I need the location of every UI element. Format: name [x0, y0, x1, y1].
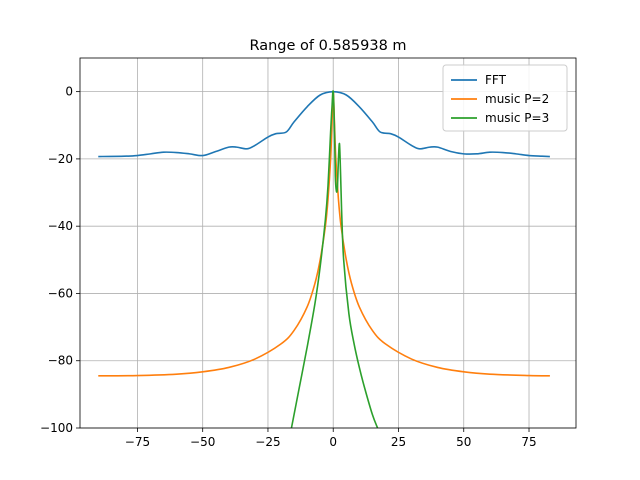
legend: FFT music P=2 music P=3	[442, 64, 568, 132]
axes-frame	[79, 57, 577, 429]
x-tick-label: −75	[125, 435, 150, 449]
legend-label-music-p-2: music P=2	[485, 92, 549, 106]
y-tick-label: −20	[48, 152, 73, 166]
x-tick-label: 25	[391, 435, 406, 449]
series-line-music-p-3	[290, 90, 379, 428]
y-tick-label: −100	[40, 421, 73, 435]
x-tick-label: 75	[521, 435, 536, 449]
plot-area	[98, 90, 550, 428]
x-tick-label: 0	[329, 435, 337, 449]
x-tick-label: −25	[255, 435, 280, 449]
ticks: −75 −50 −25 0 25 50 75 0 −20 −40 −60 −80 −100	[40, 85, 537, 449]
y-tick-label: 0	[65, 85, 73, 99]
legend-label-music-p-3: music P=3	[485, 111, 549, 125]
chart-title: Range of 0.585938 m	[249, 38, 406, 54]
legend-label-fft: FFT	[485, 73, 507, 87]
y-tick-label: −80	[48, 354, 73, 368]
y-tick-label: −60	[48, 286, 73, 300]
y-tick-label: −40	[48, 219, 73, 233]
x-tick-label: −50	[190, 435, 215, 449]
legend-box	[442, 64, 568, 132]
x-tick-label: 50	[456, 435, 471, 449]
